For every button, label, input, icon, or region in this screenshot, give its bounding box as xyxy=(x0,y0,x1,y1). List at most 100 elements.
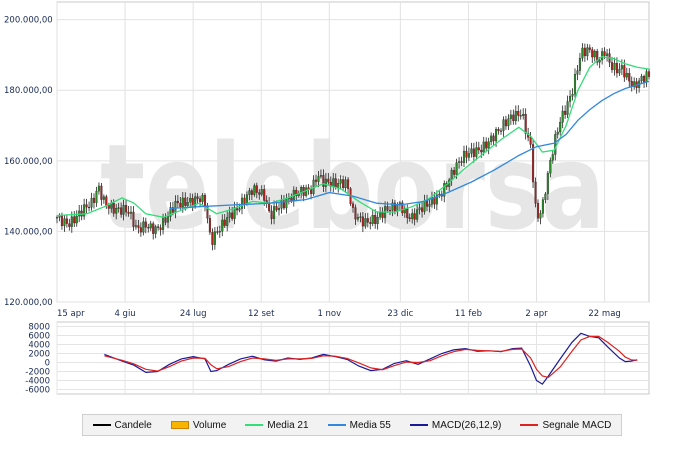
candle-body xyxy=(522,114,525,116)
candle-body xyxy=(354,207,357,220)
chart-legend: Candele Volume Media 21 Media 55 MACD(26,12,… xyxy=(82,414,622,436)
candle-body xyxy=(364,218,367,227)
legend-label: Candele xyxy=(114,419,152,431)
price-y-tick-label: 160.000,00 xyxy=(4,157,53,167)
candle-body xyxy=(277,208,281,211)
legend-item[interactable]: Segnale MACD xyxy=(520,420,611,431)
candle-body xyxy=(273,206,276,219)
candle-body xyxy=(453,170,456,175)
legend-item[interactable]: Candele xyxy=(92,419,152,431)
macd-y-tick-label: -6000 xyxy=(25,386,50,396)
price-x-tick-label: 1 nov xyxy=(317,309,341,319)
candle-body xyxy=(450,170,453,181)
legend-item[interactable]: Media 55 xyxy=(327,419,391,431)
candle-body xyxy=(495,129,498,142)
candle-body xyxy=(238,208,241,211)
candle-body xyxy=(458,161,461,163)
price-y-tick-label: 180.000,00 xyxy=(4,86,53,96)
candle-body xyxy=(134,225,137,227)
candle-body xyxy=(497,129,500,132)
legend-swatch xyxy=(92,424,111,426)
legend-label: Volume xyxy=(192,419,227,431)
candle-body xyxy=(502,119,505,132)
candle-body xyxy=(576,70,579,75)
candle-body xyxy=(573,74,577,95)
candle-body xyxy=(544,193,547,200)
candle-body xyxy=(435,194,438,205)
candle-body xyxy=(490,135,493,142)
candle-body xyxy=(347,179,350,189)
candle-body xyxy=(285,198,288,209)
candle-body xyxy=(305,187,308,196)
candle-body xyxy=(216,231,219,233)
candle-body xyxy=(406,208,409,218)
candle-body xyxy=(83,204,86,217)
legend-label: Media 55 xyxy=(349,419,391,431)
candle-body xyxy=(625,73,628,78)
candle-body xyxy=(485,141,488,149)
macd-y-tick-label: 8000 xyxy=(28,323,50,333)
candle-body xyxy=(339,179,342,184)
candle-body xyxy=(551,154,554,161)
candle-body xyxy=(569,95,572,102)
candle-body xyxy=(211,232,214,245)
candle-body xyxy=(152,223,155,234)
candle-body xyxy=(618,68,621,74)
candle-body xyxy=(137,225,140,228)
legend-swatch xyxy=(327,424,346,426)
candle-body xyxy=(524,114,527,134)
legend-item[interactable]: MACD(26,12,9) xyxy=(409,420,501,431)
candle-body xyxy=(70,216,73,227)
candle-body xyxy=(423,200,426,212)
candle-body xyxy=(65,218,68,224)
price-panel-frame xyxy=(56,1,650,303)
candle-body xyxy=(127,211,130,214)
legend-item[interactable]: Media 21 xyxy=(245,419,309,431)
macd-y-tick-label: 2000 xyxy=(28,350,50,360)
candle-body xyxy=(203,195,207,206)
candle-body xyxy=(97,185,100,192)
candle-body xyxy=(100,185,103,200)
candle-body xyxy=(139,227,142,233)
candle-body xyxy=(169,207,172,217)
candle-body xyxy=(85,204,88,208)
candle-body xyxy=(75,215,78,224)
candle-body xyxy=(73,216,76,224)
macd-panel-frame xyxy=(56,321,650,395)
candle-body xyxy=(88,206,91,209)
candle-body xyxy=(184,197,187,206)
candle-body xyxy=(334,178,337,188)
candle-body xyxy=(438,193,441,196)
candle-body xyxy=(154,226,157,234)
candle-body xyxy=(465,150,468,158)
candle-body xyxy=(366,218,369,223)
candle-body xyxy=(536,203,540,219)
watermark-text: teleborsa xyxy=(100,118,605,256)
candle-body xyxy=(240,197,244,209)
candle-body xyxy=(564,110,567,115)
candle-body xyxy=(418,207,421,210)
candle-body xyxy=(60,215,63,227)
candle-body xyxy=(196,196,199,199)
candle-body xyxy=(470,148,473,154)
candle-body xyxy=(218,230,221,233)
candle-body xyxy=(149,223,152,229)
candle-body xyxy=(166,216,170,223)
candle-body xyxy=(411,213,414,219)
candle-body xyxy=(132,211,135,227)
legend-item[interactable]: Volume xyxy=(170,419,227,431)
candle-body xyxy=(480,149,483,153)
legend-label: Media 21 xyxy=(267,419,309,431)
candle-body xyxy=(566,101,569,115)
candle-body xyxy=(359,216,362,218)
candle-body xyxy=(556,131,559,135)
candle-body xyxy=(462,150,466,163)
candle-body xyxy=(171,207,174,213)
candle-body xyxy=(512,114,515,122)
candle-body xyxy=(559,122,562,133)
candle-body xyxy=(467,153,470,158)
series-line-media-21 xyxy=(56,56,650,218)
candle-body xyxy=(640,76,643,82)
candle-body xyxy=(223,219,226,226)
